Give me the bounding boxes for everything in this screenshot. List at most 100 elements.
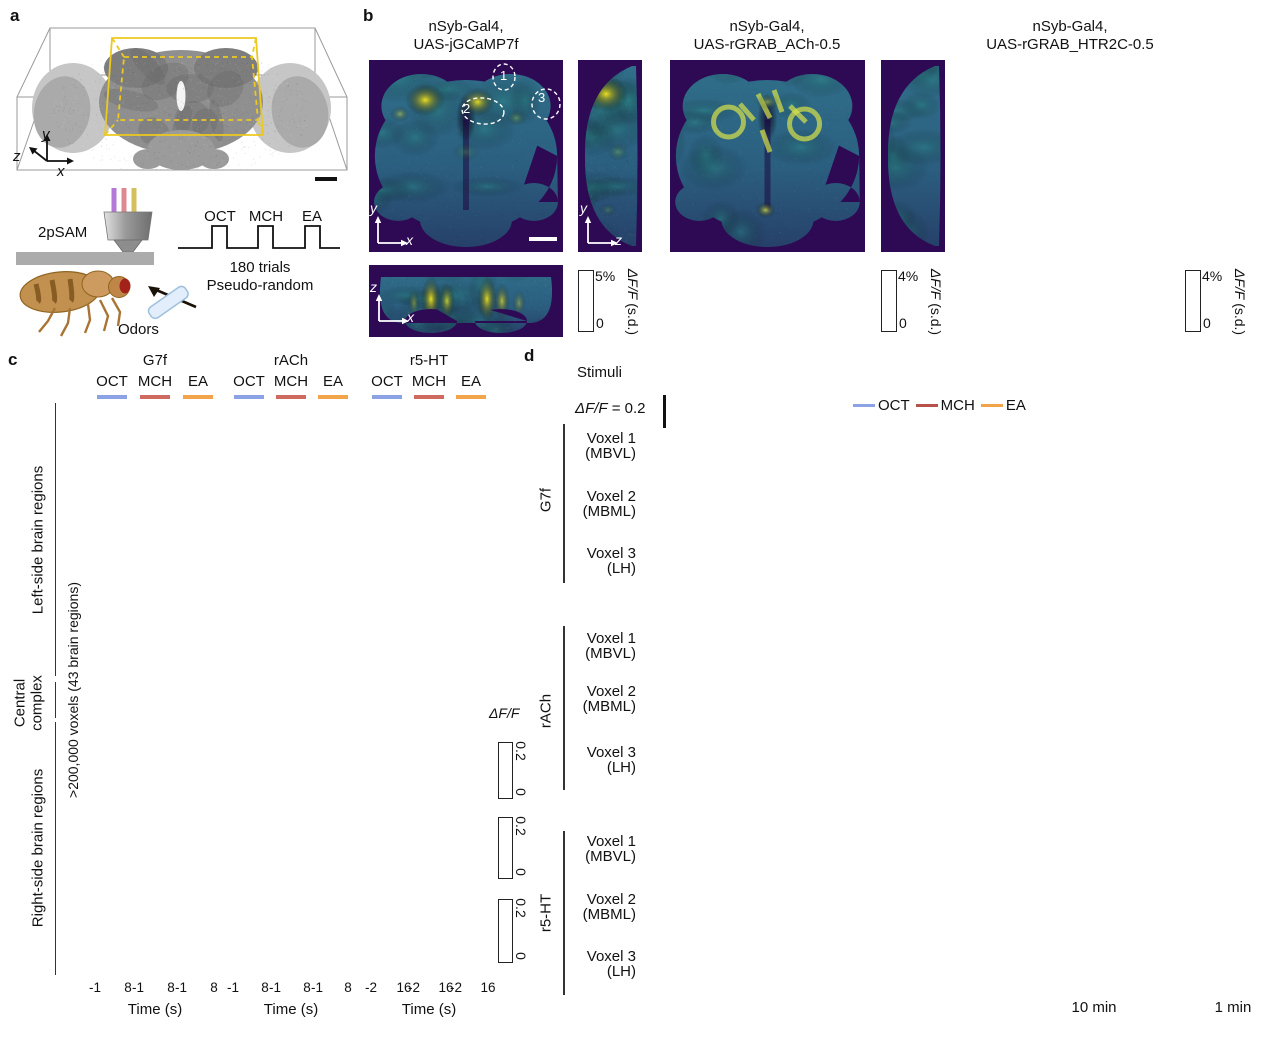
voxel-label: Voxel 3 (LH) <box>586 744 636 776</box>
odor-tube <box>147 285 189 320</box>
c-tick: 8 <box>303 980 311 995</box>
fly-illustration <box>19 270 131 337</box>
c-colorbar-purple <box>498 817 513 879</box>
odor-bar-oct <box>97 395 127 399</box>
c-tick: 16 <box>438 980 454 995</box>
c-hdr: OCT <box>233 373 265 390</box>
experiment-illustration <box>16 188 197 337</box>
scalebar-panel-b <box>529 237 557 241</box>
cbar-min-3: 0 <box>1203 315 1211 331</box>
odor-legend: OCT MCH EA <box>853 397 1026 414</box>
panel-c-label: c <box>8 350 18 369</box>
odor-bar-ea <box>183 395 213 399</box>
voxel-label: Voxel 1 (MBVL) <box>585 630 636 662</box>
axes-3d-icon <box>29 134 74 165</box>
c-tick: -2 <box>449 980 463 995</box>
bracket-left-regions <box>54 403 57 676</box>
legend-label-oct: OCT <box>878 397 910 414</box>
beam-yellow <box>131 188 137 214</box>
bracket-central-complex <box>54 682 57 718</box>
roi-3-label: 3 <box>538 90 546 105</box>
b-bot-axes-icon <box>375 294 409 325</box>
c-xlabel-1: Time (s) <box>127 1001 183 1018</box>
b-main-axis-v: y <box>370 200 377 216</box>
c-colorbar-green <box>498 742 513 799</box>
b-bot-axis-v: z <box>370 279 377 295</box>
brain-map-g7f-zx <box>369 265 563 337</box>
c-tick: 8 <box>261 980 269 995</box>
c-tick: 16 <box>396 980 412 995</box>
stage-plate <box>16 252 154 265</box>
c-cbar-title: ΔF/F <box>489 705 520 721</box>
cbar-label-2: ΔF/F (s.d.) <box>928 268 944 336</box>
bracket-rach <box>563 626 565 790</box>
heatmap-g7f <box>90 401 228 983</box>
odor-bar-ea <box>456 395 486 399</box>
label-central-1: Central <box>11 678 29 728</box>
legend-label-mch: MCH <box>940 397 975 414</box>
legend-line-oct <box>853 404 875 407</box>
b-set3-title: nSyb-Gal4, UAS-rGRAB_HTR2C-0.5 <box>986 18 1154 53</box>
b-set1-title: nSyb-Gal4, UAS-jGCaMP7f <box>413 18 519 53</box>
b-main-axes-icon <box>374 216 408 247</box>
panel-d-label: d <box>524 346 535 365</box>
cbar-max-3: 4% <box>1202 268 1223 284</box>
voxel-label: Voxel 1 (MBVL) <box>585 833 636 865</box>
c-hdr: EA <box>460 373 482 390</box>
beam-red <box>121 188 127 214</box>
voxel-label: Voxel 3 (LH) <box>586 545 636 577</box>
roi-2-label: 2 <box>463 101 471 116</box>
c-sensor-3-title: r5-HT <box>409 352 449 369</box>
colorbar-ach <box>881 270 897 332</box>
beam-purple <box>111 188 117 214</box>
c-hdr: MCH <box>273 373 309 390</box>
c-tick: -1 <box>131 980 145 995</box>
odor-bar-mch <box>140 395 170 399</box>
brain-map-ach-yz <box>881 60 945 252</box>
c-tick: -1 <box>174 980 188 995</box>
roi-1-label: 1 <box>500 68 508 83</box>
voxel-label: Voxel 3 (LH) <box>586 948 636 980</box>
bracket-g7f <box>563 424 565 583</box>
odor-bar-mch <box>414 395 444 399</box>
c-tick: -1 <box>310 980 324 995</box>
traces-plot <box>520 345 1268 1043</box>
protocol-odor-ea: EA <box>301 208 323 225</box>
axis-x-label: x <box>57 163 65 180</box>
b-main-axis-h: x <box>406 232 413 248</box>
stimuli-label: Stimuli <box>577 364 623 381</box>
heatmap-htr <box>366 401 502 983</box>
voxel-label: Voxel 2 (MBML) <box>582 488 636 520</box>
colorbar-g7f <box>578 270 594 332</box>
brain-map-ach-xy <box>670 60 865 252</box>
protocol-odor-mch: MCH <box>248 208 284 225</box>
protocol-random: Pseudo-random <box>206 277 314 294</box>
scalebar-inset-label: 1 min <box>1214 999 1252 1016</box>
dff-scale-label: ΔF/F = 0.2 <box>575 400 646 417</box>
legend-label-ea: EA <box>1005 397 1026 414</box>
panel-b-label: b <box>363 6 374 25</box>
c-hdr: OCT <box>96 373 128 390</box>
c-tick: -1 <box>226 980 240 995</box>
cbar-label-3: ΔF/F (s.d.) <box>1232 268 1248 336</box>
bracket-r5ht <box>563 831 565 995</box>
brain-map-htr-zx <box>973 265 1167 337</box>
bracket-right-regions <box>54 722 57 975</box>
protocol-odor-oct: OCT <box>204 208 236 225</box>
cbar-min-1: 0 <box>596 315 604 331</box>
c-tick: 8 <box>344 980 352 995</box>
odor-bar-ea <box>318 395 348 399</box>
label-voxel-count: >200,000 voxels (43 brain regions) <box>65 582 81 798</box>
c-hdr: EA <box>187 373 209 390</box>
c-tick: 8 <box>167 980 175 995</box>
objective-body <box>103 211 153 241</box>
odor-bar-oct <box>234 395 264 399</box>
b-bot-axis-h: x <box>407 309 414 325</box>
c-tick: -1 <box>88 980 102 995</box>
brain-map-ach-zx <box>670 265 865 337</box>
b-set2-title: nSyb-Gal4, UAS-rGRAB_ACh-0.5 <box>693 18 841 53</box>
c-tick: -1 <box>268 980 282 995</box>
brain-3d-render <box>0 20 350 185</box>
c-colorbar-blue <box>498 899 513 963</box>
b-side-axis-v: y <box>580 200 587 216</box>
